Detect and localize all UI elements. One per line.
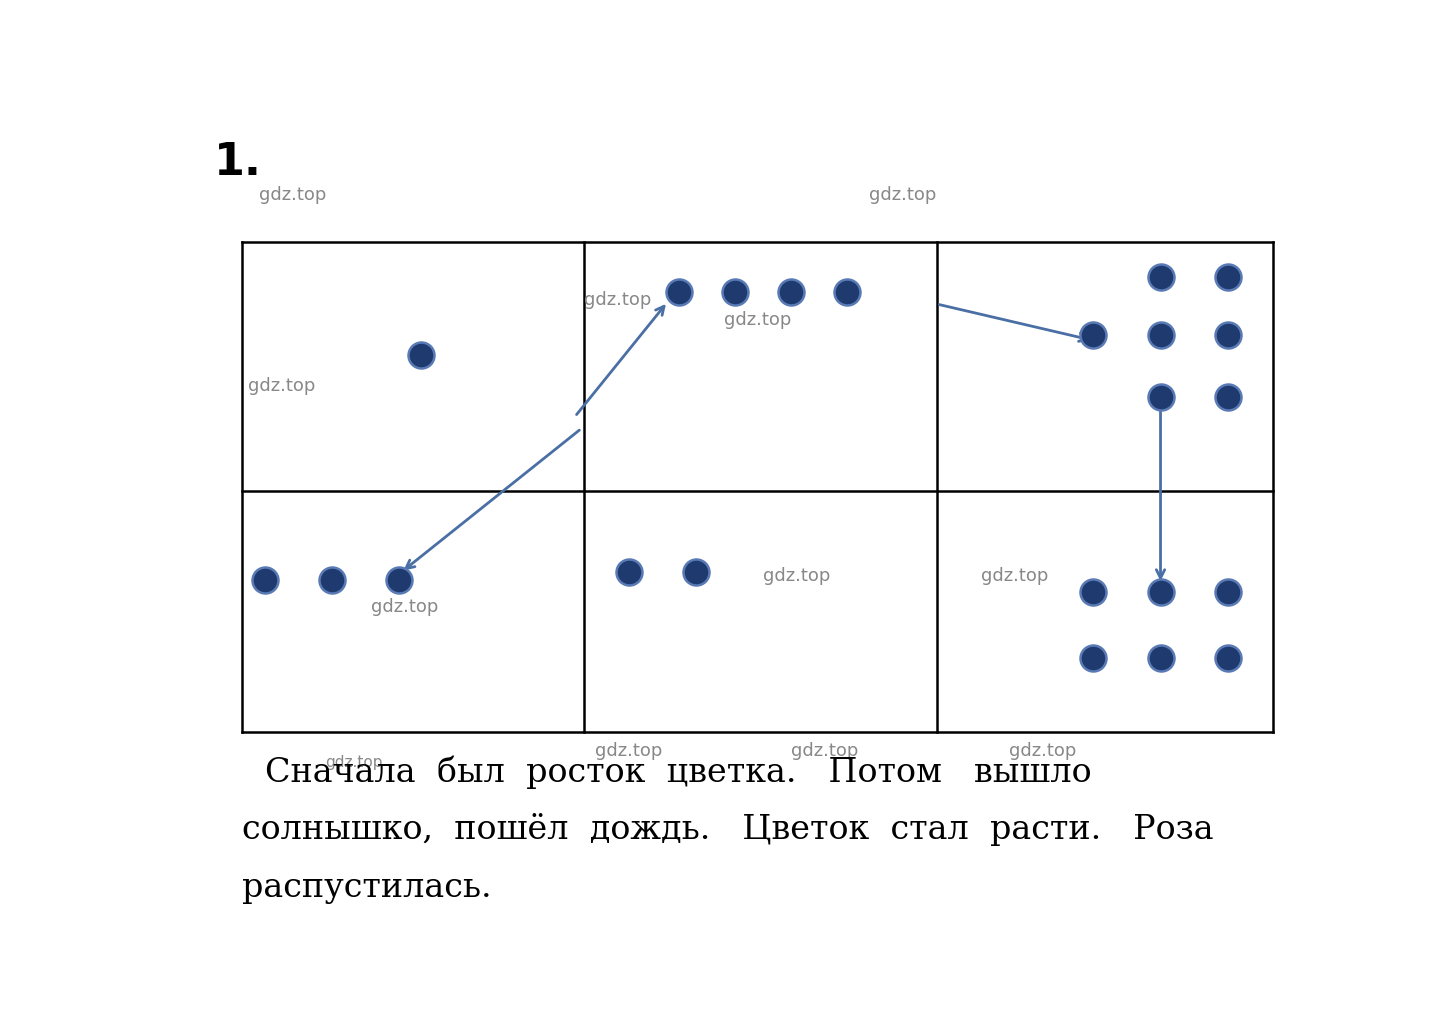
Text: Сначала  был  росток  цветка.   Потом   вышло: Сначала был росток цветка. Потом вышло [264, 755, 1091, 789]
Text: gdz.top: gdz.top [371, 598, 438, 616]
Point [1149, 649, 1172, 666]
Point [724, 284, 747, 300]
Text: gdz.top: gdz.top [325, 755, 383, 771]
Text: gdz.top: gdz.top [981, 568, 1049, 585]
Point [835, 284, 858, 300]
Text: gdz.top: gdz.top [790, 742, 858, 761]
Point [1082, 584, 1105, 600]
Text: gdz.top: gdz.top [259, 186, 327, 204]
Text: gdz.top: gdz.top [870, 186, 936, 204]
Point [410, 346, 433, 363]
Point [617, 565, 640, 581]
Point [668, 284, 691, 300]
Point [685, 565, 708, 581]
Point [1149, 389, 1172, 405]
Text: gdz.top: gdz.top [595, 742, 662, 761]
Text: распустилась.: распустилась. [243, 872, 491, 904]
Point [1149, 327, 1172, 343]
Text: gdz.top: gdz.top [1009, 742, 1077, 761]
Text: gdz.top: gdz.top [763, 568, 831, 585]
Point [321, 572, 344, 588]
Text: gdz.top: gdz.top [584, 291, 652, 309]
Point [1217, 584, 1240, 600]
Point [1082, 649, 1105, 666]
Point [1217, 327, 1240, 343]
Text: 1.: 1. [214, 140, 262, 184]
Point [1217, 269, 1240, 285]
Point [1082, 327, 1105, 343]
Text: gdz.top: gdz.top [247, 377, 315, 395]
Point [1149, 269, 1172, 285]
Point [1217, 649, 1240, 666]
Text: солнышко,  пошёл  дождь.   Цветок  стал  расти.   Роза: солнышко, пошёл дождь. Цветок стал расти… [243, 813, 1214, 846]
Point [253, 572, 276, 588]
Point [387, 572, 410, 588]
Text: gdz.top: gdz.top [724, 310, 790, 328]
Point [1217, 389, 1240, 405]
Point [1149, 584, 1172, 600]
Point [779, 284, 802, 300]
